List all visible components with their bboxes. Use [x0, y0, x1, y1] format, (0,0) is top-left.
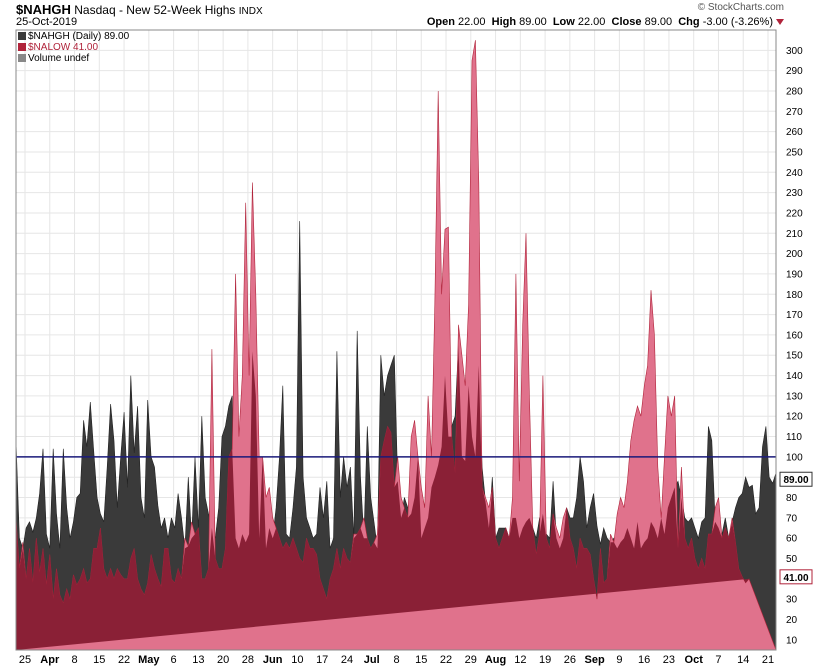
chart-title: $NAHGH Nasdaq - New 52-Week Highs INDX: [16, 2, 263, 17]
close-label: Close: [611, 16, 642, 28]
x-tick-label: 9: [616, 654, 622, 666]
symbol-name: Nasdaq - New 52-Week Highs: [74, 3, 236, 17]
legend-swatch-icon: [18, 43, 26, 51]
x-tick-label: 15: [93, 654, 105, 666]
legend-label: $NAHGH (Daily) 89.00: [28, 31, 130, 42]
open-label: Open: [426, 16, 455, 28]
y-tick-label: 200: [786, 249, 803, 260]
last-value-nahgh: 89.00: [783, 475, 808, 486]
y-tick-label: 280: [786, 86, 803, 97]
y-tick-label: 160: [786, 330, 803, 341]
x-tick-label: Oct: [685, 654, 704, 666]
legend-label: Volume undef: [28, 53, 90, 64]
x-tick-label: 8: [71, 654, 77, 666]
x-tick-label: 19: [539, 654, 551, 666]
legend-label: $NALOW 41.00: [28, 42, 99, 53]
brand-watermark: © StockCharts.com: [697, 2, 784, 13]
y-tick-label: 30: [786, 595, 798, 606]
y-tick-label: 240: [786, 168, 803, 179]
open-value: 22.00: [458, 16, 486, 28]
y-tick-label: 220: [786, 208, 803, 219]
down-arrow-icon: [776, 19, 784, 26]
chg-value: -3.00 (-3.26%): [702, 16, 773, 28]
high-value: 89.00: [519, 16, 547, 28]
y-tick-label: 270: [786, 107, 803, 118]
y-tick-label: 290: [786, 66, 803, 77]
y-tick-label: 50: [786, 554, 798, 565]
x-tick-label: Jul: [364, 654, 380, 666]
symbol: $NAHGH: [16, 2, 71, 17]
x-tick-label: Sep: [585, 654, 605, 666]
legend-item-nalow: $NALOW 41.00: [18, 42, 129, 53]
y-tick-label: 250: [786, 147, 803, 158]
close-value: 89.00: [644, 16, 673, 28]
x-tick-label: 23: [663, 654, 675, 666]
legend-swatch-icon: [18, 32, 26, 40]
plot-border: [15, 29, 777, 651]
x-tick-label: 22: [440, 654, 452, 666]
x-tick-label: Apr: [40, 654, 60, 666]
y-tick-label: 300: [786, 46, 803, 57]
legend-swatch-icon: [18, 54, 26, 62]
y-tick-label: 210: [786, 229, 803, 240]
y-tick-label: 70: [786, 513, 798, 524]
x-tick-label: 12: [514, 654, 526, 666]
exchange: INDX: [238, 6, 263, 17]
x-tick-label: 21: [762, 654, 774, 666]
x-tick-label: 17: [316, 654, 328, 666]
y-tick-label: 100: [786, 452, 803, 463]
ohlc-summary: Open 22.00 High 89.00 Low 22.00 Close 89…: [427, 16, 784, 28]
y-tick-label: 60: [786, 534, 798, 545]
y-tick-label: 140: [786, 371, 803, 382]
y-tick-label: 190: [786, 269, 803, 280]
x-tick-label: 24: [341, 654, 353, 666]
chart-legend: $NAHGH (Daily) 89.00 $NALOW 41.00 Volume…: [18, 31, 129, 64]
x-tick-label: 20: [217, 654, 229, 666]
y-tick-label: 10: [786, 635, 798, 646]
x-tick-label: Jun: [263, 654, 283, 666]
last-value-nalow: 41.00: [783, 573, 808, 584]
y-tick-label: 120: [786, 412, 803, 423]
y-tick-label: 180: [786, 290, 803, 301]
y-tick-label: 20: [786, 615, 798, 626]
y-tick-label: 150: [786, 351, 803, 362]
series-overlap-area: [16, 345, 749, 650]
y-tick-label: 170: [786, 310, 803, 321]
y-tick-label: 230: [786, 188, 803, 199]
x-tick-label: 8: [393, 654, 399, 666]
x-tick-label: 14: [737, 654, 749, 666]
low-value: 22.00: [577, 16, 606, 28]
y-tick-label: 130: [786, 391, 803, 402]
x-tick-label: 22: [118, 654, 130, 666]
legend-item-nahgh: $NAHGH (Daily) 89.00: [18, 31, 129, 42]
x-tick-label: May: [138, 654, 160, 666]
y-tick-label: 110: [786, 432, 802, 443]
low-label: Low: [552, 16, 575, 28]
chg-label: Chg: [678, 16, 700, 28]
x-tick-label: 13: [192, 654, 204, 666]
x-tick-label: 6: [171, 654, 177, 666]
x-tick-label: 26: [564, 654, 576, 666]
y-tick-label: 260: [786, 127, 803, 138]
chart-header: $NAHGH Nasdaq - New 52-Week Highs INDX 2…: [0, 0, 820, 60]
x-tick-label: 7: [715, 654, 721, 666]
last-value-nalow-box: [779, 569, 813, 585]
x-tick-label: 28: [242, 654, 254, 666]
chart-date: 25-Oct-2019: [16, 16, 78, 28]
x-tick-label: 16: [638, 654, 650, 666]
last-value-nahgh-box: [779, 471, 813, 487]
high-label: High: [491, 16, 517, 28]
x-tick-label: 29: [465, 654, 477, 666]
y-tick-label: 80: [786, 493, 798, 504]
x-tick-label: 25: [19, 654, 31, 666]
x-tick-label: 15: [415, 654, 427, 666]
legend-item-volume: Volume undef: [18, 53, 129, 64]
x-tick-label: 10: [291, 654, 303, 666]
x-tick-label: Aug: [485, 654, 506, 666]
